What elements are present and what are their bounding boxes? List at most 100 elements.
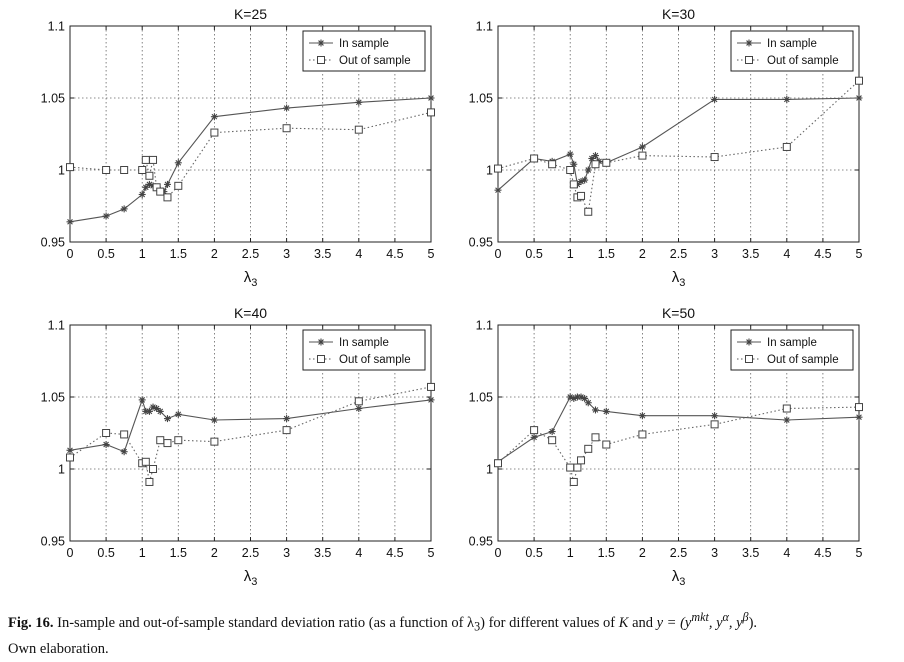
x-tick-label: 5 [428, 247, 435, 261]
data-point-star [145, 407, 153, 415]
star-stroke [783, 417, 790, 423]
x-axis-label: λ3 [244, 568, 258, 588]
star-stroke [164, 181, 171, 188]
data-point-square [782, 142, 791, 151]
series-line-out-of-sample [69, 111, 432, 199]
star-stroke [428, 95, 434, 101]
data-point-star [855, 94, 863, 102]
x-tick-label: 3.5 [314, 247, 331, 261]
star-stroke [283, 415, 290, 422]
x-tick-label: 1 [567, 247, 574, 261]
data-point-star [66, 446, 74, 454]
x-axis-label: λ3 [672, 269, 686, 289]
x-tick-label: 4.5 [386, 247, 403, 261]
data-point-square [530, 426, 539, 435]
y-tick-label: 1.1 [476, 20, 493, 34]
y-tick-label: 1.1 [476, 319, 493, 333]
x-tick-label: 2.5 [670, 247, 687, 261]
data-point-square [149, 155, 158, 164]
x-tick-label: 3 [283, 247, 290, 261]
chart-legend: In sample Out of sample [302, 329, 426, 371]
x-tick-label: 2 [211, 247, 218, 261]
chart-legend: In sample Out of sample [730, 329, 854, 371]
x-tick-label: 4 [783, 247, 790, 261]
data-point-star [210, 113, 218, 121]
data-point-star [355, 405, 363, 413]
data-point-star [530, 433, 538, 441]
data-point-square [566, 463, 575, 472]
data-point-star [174, 159, 182, 167]
x-tick-label: 0.5 [97, 247, 114, 261]
legend-label: Out of sample [339, 55, 411, 67]
x-tick-label: 4 [355, 247, 362, 261]
chart-title: K=30 [662, 6, 695, 22]
data-point-square [855, 76, 863, 85]
data-point-star [138, 190, 146, 198]
legend-label: In sample [767, 337, 817, 349]
chart-panel-2: 0 0.5 1 1.5 2 2.5 3 3.5 4 4.5 5 0.95 1 1.05 1.1 K=30 λ3 I… [469, 6, 863, 289]
data-point-star [156, 407, 164, 415]
data-point-square [638, 151, 647, 160]
y-tick-label: 1 [486, 164, 493, 178]
caption-text-before: In-sample and out-of-sample standard dev… [57, 614, 475, 631]
y-tick-label: 1 [58, 164, 65, 178]
data-point-square [573, 463, 582, 472]
x-tick-label: 2 [211, 546, 218, 560]
caption-label: Fig. 16. [8, 614, 54, 631]
data-point-star [602, 407, 610, 415]
x-tick-label: 4.5 [386, 546, 403, 560]
legend-box [730, 329, 854, 371]
x-tick-label: 0 [495, 546, 502, 560]
x-tick-label: 1.5 [598, 247, 615, 261]
x-tick-label: 5 [856, 546, 863, 560]
data-point-star [355, 98, 363, 106]
y-tick-label: 0.95 [41, 535, 65, 549]
x-tick-label: 3 [711, 546, 718, 560]
y-tick-label: 1.05 [469, 92, 493, 106]
data-point-square [638, 430, 647, 439]
star-stroke [153, 405, 160, 412]
legend-marker-star [746, 40, 752, 46]
star-stroke [856, 414, 862, 420]
legend-marker-star [318, 339, 324, 345]
data-point-square [602, 440, 611, 449]
data-point-square [569, 477, 578, 486]
caption-lambda-sub: 3 [474, 619, 481, 634]
data-point-square [577, 191, 586, 200]
data-point-star [584, 399, 592, 407]
data-point-square [120, 166, 129, 174]
star-stroke [103, 213, 109, 219]
data-point-square [566, 166, 575, 174]
data-point-square [138, 166, 147, 174]
data-point-square [548, 160, 557, 169]
data-point-square [282, 124, 291, 133]
x-tick-label: 2.5 [242, 546, 259, 560]
data-point-star [427, 94, 435, 102]
y-tick-label: 1.1 [48, 319, 65, 333]
data-point-square [66, 453, 74, 462]
x-tick-label: 5 [428, 546, 435, 560]
x-tick-label: 1.5 [170, 247, 187, 261]
data-point-square [282, 426, 291, 435]
data-point-square [141, 155, 150, 164]
star-stroke [67, 219, 73, 225]
y-tick-label: 1 [58, 463, 65, 477]
star-stroke [157, 408, 164, 415]
data-point-star [711, 95, 719, 103]
star-stroke [592, 152, 599, 159]
x-tick-label: 1 [139, 546, 146, 560]
data-point-star [638, 143, 646, 151]
legend-box [302, 329, 426, 371]
star-stroke [639, 412, 646, 419]
x-tick-label: 0.5 [97, 546, 114, 560]
data-point-star [566, 150, 574, 158]
x-tick-label: 1 [139, 247, 146, 261]
star-stroke [570, 161, 577, 168]
x-tick-label: 3.5 [742, 546, 759, 560]
data-point-star [783, 416, 791, 424]
data-point-star [591, 152, 599, 160]
star-stroke [549, 428, 555, 435]
data-point-square [548, 436, 557, 445]
star-stroke [592, 407, 599, 413]
data-point-square [66, 163, 74, 172]
